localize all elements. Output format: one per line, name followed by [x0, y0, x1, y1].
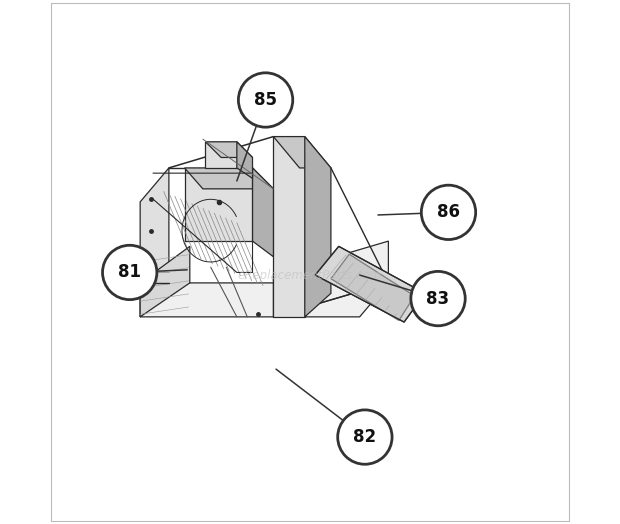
Text: 82: 82 [353, 428, 376, 446]
Polygon shape [140, 246, 190, 317]
Polygon shape [273, 137, 331, 168]
Text: 86: 86 [437, 203, 460, 221]
Circle shape [411, 271, 465, 326]
Polygon shape [185, 168, 252, 241]
Text: 85: 85 [254, 91, 277, 109]
Polygon shape [140, 283, 388, 317]
Polygon shape [205, 142, 252, 158]
Text: eReplacementParts.com: eReplacementParts.com [238, 269, 382, 281]
Circle shape [239, 73, 293, 127]
Polygon shape [331, 254, 415, 321]
Text: 81: 81 [118, 264, 141, 281]
Circle shape [102, 245, 157, 300]
Polygon shape [140, 168, 169, 317]
Circle shape [422, 185, 476, 239]
Polygon shape [305, 137, 331, 317]
Polygon shape [273, 137, 305, 317]
Polygon shape [315, 246, 425, 322]
Polygon shape [205, 142, 237, 168]
Polygon shape [273, 241, 388, 317]
Polygon shape [185, 168, 273, 189]
Circle shape [338, 410, 392, 464]
Polygon shape [252, 168, 273, 257]
Polygon shape [237, 142, 252, 178]
Text: 83: 83 [427, 290, 449, 308]
